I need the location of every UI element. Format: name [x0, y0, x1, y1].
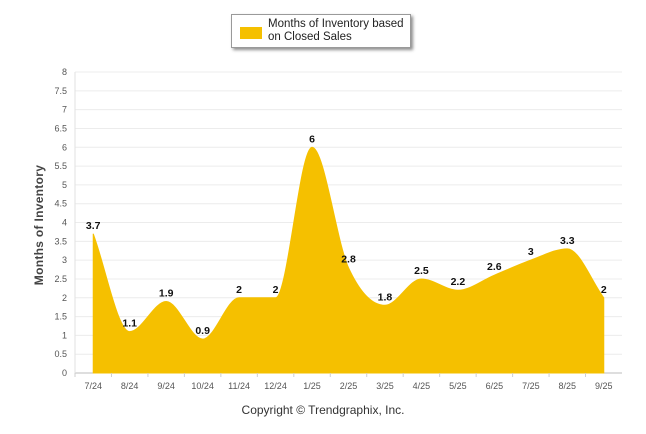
- x-axis-ticks: 7/24 8/24 9/24 10/24 11/24 12/24 1/25 2/25 3/25 4…: [74, 373, 613, 391]
- y-tick-label: 4.5: [54, 199, 67, 209]
- x-tick-label: 2/25: [340, 381, 358, 391]
- y-tick-label: 7.5: [54, 86, 67, 96]
- legend-label: Months of Inventory based on Closed Sale…: [268, 18, 404, 43]
- data-label: 1.8: [378, 291, 393, 303]
- x-tick-label: 11/24: [228, 381, 250, 391]
- y-tick-label: 5.5: [54, 161, 67, 171]
- data-label: 2.2: [451, 276, 466, 288]
- data-label: 1.1: [122, 318, 137, 330]
- y-tick-label: 0: [62, 368, 67, 378]
- data-label: 6: [309, 133, 315, 145]
- y-tick-label: 4: [62, 218, 67, 228]
- data-label: 2.6: [487, 261, 502, 273]
- area-series: [92, 146, 605, 374]
- y-tick-label: 1: [62, 330, 67, 340]
- data-labels: 3.7 1.1 1.9 0.9 2 2 6 2.8 1.8 2.5 2.2 2.6 3 3.3 2: [86, 133, 607, 337]
- data-label: 2: [273, 284, 279, 296]
- y-axis-ticks: 0 0.5 1 1.5 2 2.5 3 3.5 4 4.5 5 5.5 6 6.5 7 7.5 8: [54, 67, 67, 378]
- y-tick-label: 2.5: [54, 274, 67, 284]
- x-tick-label: 7/25: [522, 381, 540, 391]
- data-label: 2.5: [414, 265, 429, 277]
- y-tick-label: 5: [62, 180, 67, 190]
- x-tick-label: 5/25: [449, 381, 467, 391]
- data-label: 0.9: [195, 325, 210, 337]
- x-tick-label: 12/24: [264, 381, 287, 391]
- x-tick-label: 9/25: [595, 381, 613, 391]
- y-tick-label: 3: [62, 255, 67, 265]
- y-tick-label: 6.5: [54, 123, 67, 133]
- data-label: 3: [528, 246, 534, 258]
- y-tick-label: 1.5: [54, 312, 67, 322]
- y-tick-label: 7: [62, 105, 67, 115]
- y-tick-label: 3.5: [54, 236, 67, 246]
- legend: Months of Inventory based on Closed Sale…: [231, 14, 411, 48]
- x-tick-label: 8/24: [121, 381, 139, 391]
- y-axis-title: Months of Inventory: [32, 164, 46, 286]
- legend-swatch: [240, 27, 262, 39]
- x-tick-label: 9/24: [157, 381, 175, 391]
- data-label: 3.7: [86, 220, 101, 232]
- data-label: 2: [236, 284, 242, 296]
- x-tick-label: 3/25: [376, 381, 394, 391]
- data-label: 3.3: [560, 235, 575, 247]
- y-tick-label: 0.5: [54, 349, 67, 359]
- x-tick-label: 8/25: [559, 381, 577, 391]
- x-tick-label: 7/24: [84, 381, 102, 391]
- x-tick-label: 4/25: [413, 381, 431, 391]
- area-fill: [92, 146, 605, 374]
- x-tick-label: 6/25: [486, 381, 504, 391]
- y-tick-label: 8: [62, 67, 67, 77]
- y-tick-label: 2: [62, 293, 67, 303]
- data-label: 2.8: [341, 254, 356, 266]
- copyright-text: Copyright © Trendgraphix, Inc.: [241, 403, 405, 417]
- data-label: 1.9: [159, 288, 174, 300]
- y-tick-label: 6: [62, 142, 67, 152]
- x-tick-label: 10/24: [191, 381, 214, 391]
- data-label: 2: [601, 284, 607, 296]
- gridlines: [74, 71, 622, 374]
- x-tick-label: 1/25: [303, 381, 321, 391]
